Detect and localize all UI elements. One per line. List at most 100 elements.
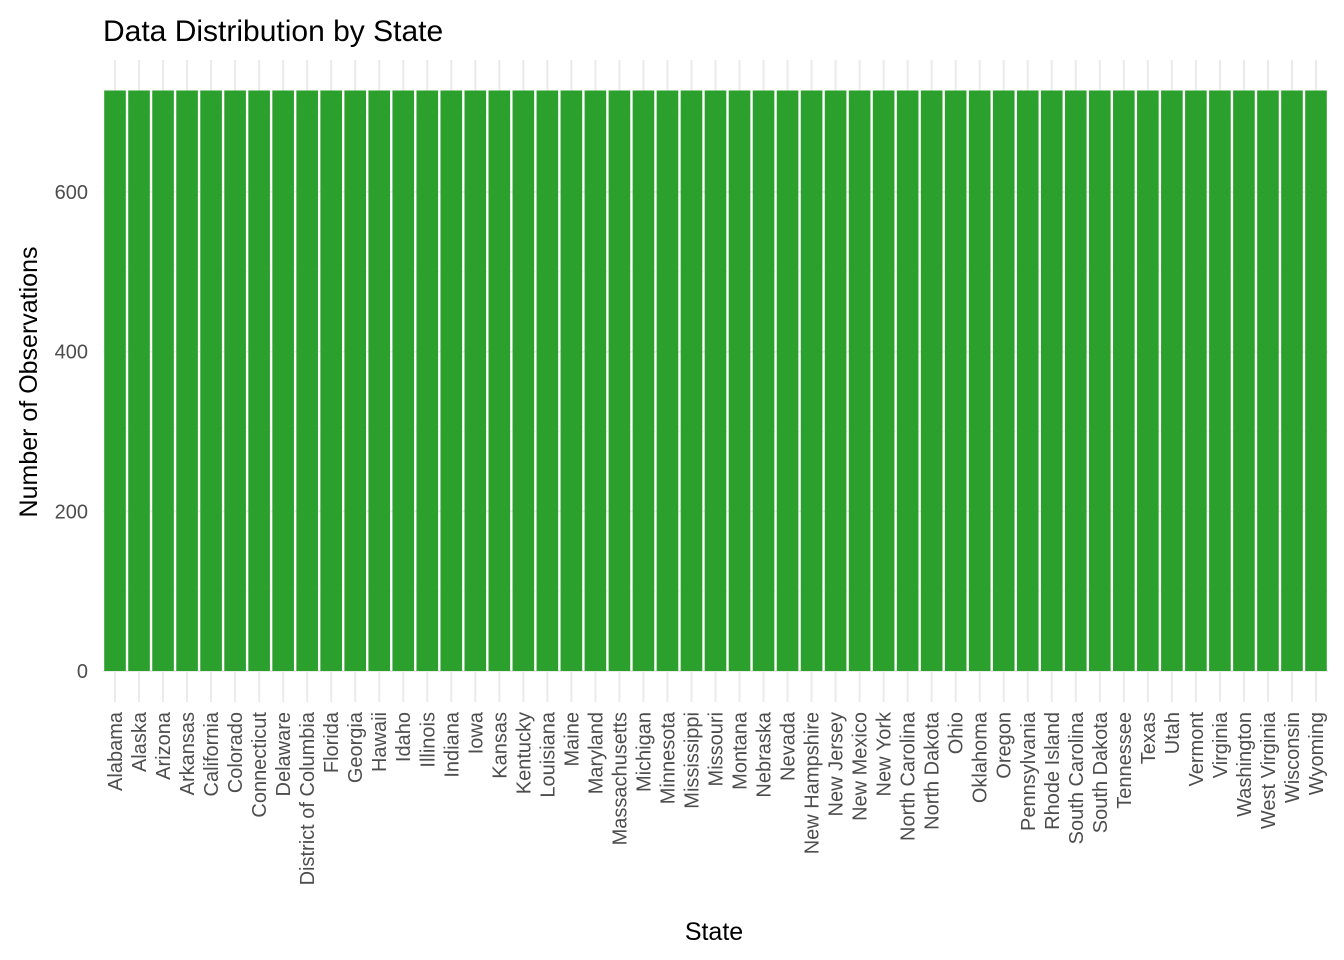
bar bbox=[176, 90, 198, 672]
x-tick-label: Iowa bbox=[465, 711, 487, 754]
x-tick-label: Pennsylvania bbox=[1018, 711, 1040, 831]
x-tick-label: Louisiana bbox=[537, 711, 559, 798]
x-tick-label: Colorado bbox=[225, 712, 247, 793]
bar bbox=[1137, 90, 1159, 672]
bar bbox=[272, 90, 294, 672]
bar bbox=[1040, 90, 1063, 672]
x-tick-label: New Jersey bbox=[826, 712, 848, 816]
bar bbox=[1305, 90, 1327, 672]
x-tick-label: Ohio bbox=[946, 712, 968, 754]
bar bbox=[128, 90, 150, 672]
x-tick-label: Wyoming bbox=[1306, 712, 1328, 795]
x-tick-label: Nebraska bbox=[754, 711, 776, 797]
bar bbox=[848, 90, 871, 672]
bar bbox=[992, 90, 1015, 672]
x-tick-label: Nevada bbox=[778, 711, 800, 781]
y-tick-label: 600 bbox=[55, 182, 88, 204]
bar bbox=[224, 90, 246, 672]
x-tick-label: Utah bbox=[1162, 712, 1184, 754]
x-tick-label: Kansas bbox=[489, 712, 511, 779]
x-tick-label: Vermont bbox=[1186, 712, 1208, 787]
bar bbox=[752, 90, 775, 672]
bar bbox=[608, 90, 631, 672]
bar bbox=[344, 90, 367, 672]
bar bbox=[416, 90, 439, 672]
x-tick-label: Rhode Island bbox=[1042, 712, 1064, 830]
x-tick-label: South Dakota bbox=[1090, 711, 1112, 833]
y-tick-label: 200 bbox=[55, 501, 88, 523]
x-tick-label: Minnesota bbox=[657, 711, 679, 804]
x-tick-label: Hawaii bbox=[369, 712, 391, 772]
x-tick-label: New Mexico bbox=[850, 712, 872, 821]
bar bbox=[1089, 90, 1111, 672]
x-tick-label: Connecticut bbox=[249, 712, 271, 818]
x-tick-label: Georgia bbox=[345, 711, 367, 783]
bar bbox=[368, 90, 391, 672]
bar bbox=[872, 90, 895, 672]
bar bbox=[704, 90, 727, 672]
bar bbox=[920, 90, 943, 672]
x-tick-label: Illinois bbox=[417, 712, 439, 768]
x-tick-label: Washington bbox=[1234, 712, 1256, 817]
bar bbox=[488, 90, 511, 672]
x-tick-label: North Dakota bbox=[922, 711, 944, 830]
bar bbox=[584, 90, 607, 672]
y-axis-title: Number of Observations bbox=[15, 247, 43, 518]
bar bbox=[632, 90, 655, 672]
x-tick-label: Virginia bbox=[1210, 711, 1232, 778]
bar bbox=[1113, 90, 1135, 672]
bar bbox=[656, 90, 679, 672]
bar bbox=[1209, 90, 1231, 672]
bar bbox=[104, 90, 126, 672]
x-tick-label: Indiana bbox=[441, 711, 463, 777]
bar bbox=[1161, 90, 1183, 672]
bar bbox=[680, 90, 703, 672]
x-tick-label: New York bbox=[874, 711, 896, 796]
x-tick-label: North Carolina bbox=[898, 711, 920, 841]
bar bbox=[1016, 90, 1039, 672]
bar bbox=[560, 90, 583, 672]
bar bbox=[440, 90, 463, 672]
chart-title: Data Distribution by State bbox=[103, 15, 443, 48]
x-tick-label: Florida bbox=[321, 711, 343, 773]
x-tick-label: South Carolina bbox=[1066, 711, 1088, 844]
bar bbox=[800, 90, 823, 672]
bar bbox=[464, 90, 487, 672]
bar bbox=[392, 90, 415, 672]
x-tick-label: Massachusetts bbox=[609, 712, 631, 845]
bar bbox=[200, 90, 222, 672]
x-tick-label: Maine bbox=[561, 712, 583, 766]
x-tick-label: Tennessee bbox=[1114, 712, 1136, 809]
bar bbox=[968, 90, 991, 672]
x-tick-label: Idaho bbox=[393, 712, 415, 762]
x-tick-label: Michigan bbox=[633, 712, 655, 792]
bar bbox=[296, 90, 318, 672]
bar bbox=[320, 90, 342, 672]
bar bbox=[1064, 90, 1087, 672]
bar bbox=[1233, 90, 1255, 672]
bar bbox=[512, 90, 535, 672]
bars bbox=[104, 90, 1327, 672]
x-tick-label: Oregon bbox=[994, 712, 1016, 779]
x-axis-title: State bbox=[685, 918, 743, 946]
x-tick-label: Montana bbox=[730, 711, 752, 790]
x-tick-label: Alaska bbox=[129, 711, 151, 772]
x-tick-label: Wisconsin bbox=[1282, 712, 1304, 803]
bar bbox=[728, 90, 751, 672]
x-tick-label: Delaware bbox=[273, 712, 295, 796]
x-tick-label: Oklahoma bbox=[970, 711, 992, 803]
x-tick-label: West Virginia bbox=[1258, 711, 1280, 829]
x-tick-label: Alabama bbox=[105, 711, 127, 791]
x-tick-label: Mississippi bbox=[681, 712, 703, 809]
bar bbox=[896, 90, 919, 672]
x-tick-label: Maryland bbox=[585, 712, 607, 794]
x-tick-label: New Hampshire bbox=[802, 712, 824, 854]
x-tick-label: Kentucky bbox=[513, 712, 535, 794]
bar bbox=[776, 90, 799, 672]
y-tick-label: 0 bbox=[77, 661, 88, 683]
bar bbox=[152, 90, 174, 672]
x-tick-label: California bbox=[201, 711, 223, 796]
bar bbox=[944, 90, 967, 672]
x-tick-labels: Alabama Alaska Arizona Arkansas California Co… bbox=[105, 711, 1328, 885]
